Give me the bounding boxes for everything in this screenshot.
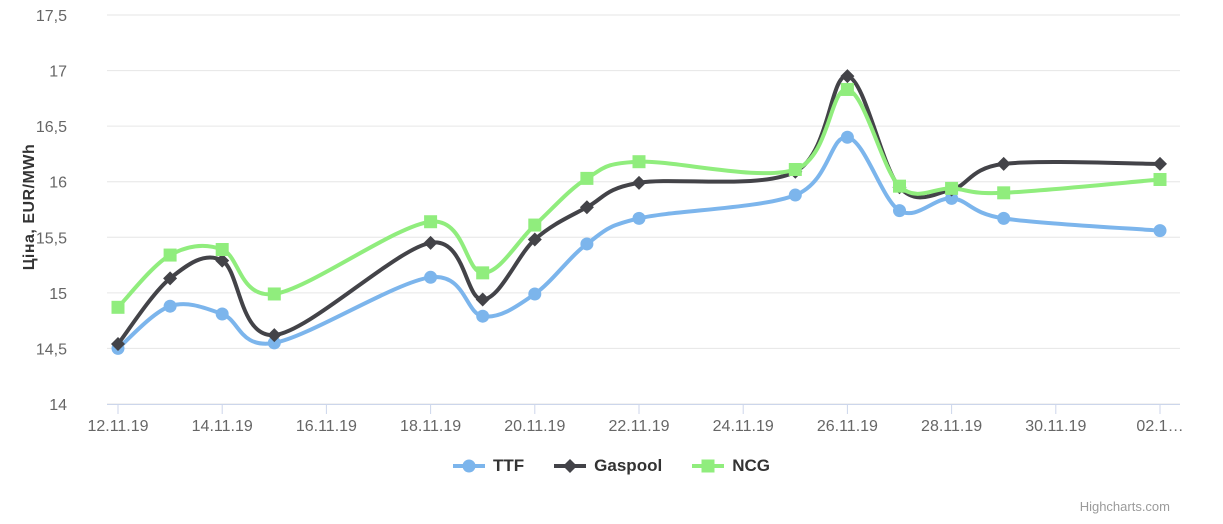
series-line-ttf[interactable] bbox=[116, 135, 1162, 351]
data-point[interactable] bbox=[527, 232, 542, 247]
x-tick-label: 14.11.19 bbox=[192, 418, 253, 435]
y-tick-label: 14 bbox=[49, 397, 67, 414]
data-point[interactable] bbox=[163, 248, 177, 262]
data-point[interactable] bbox=[632, 211, 646, 225]
series-ttf[interactable] bbox=[111, 130, 1167, 355]
data-point[interactable] bbox=[528, 218, 542, 232]
legend-label: Gaspool bbox=[594, 456, 663, 475]
data-point[interactable] bbox=[580, 237, 594, 251]
data-point[interactable] bbox=[267, 287, 281, 301]
series-gaspool[interactable] bbox=[111, 69, 1167, 351]
y-tick-label: 17 bbox=[49, 64, 67, 81]
legend-label: TTF bbox=[493, 456, 525, 475]
legend-item-ncg[interactable]: NCG bbox=[692, 456, 770, 476]
x-tick-label: 22.11.19 bbox=[608, 418, 669, 435]
data-point[interactable] bbox=[528, 287, 542, 301]
x-tick-label: 20.11.19 bbox=[504, 418, 565, 435]
data-point[interactable] bbox=[215, 243, 229, 257]
legend-label: NCG bbox=[732, 456, 770, 475]
data-point[interactable] bbox=[997, 211, 1011, 225]
x-tick-label: 02.1… bbox=[1136, 418, 1183, 435]
data-point[interactable] bbox=[840, 130, 854, 144]
data-point[interactable] bbox=[893, 204, 906, 218]
data-point[interactable] bbox=[215, 307, 229, 321]
x-tick-label: 30.11.19 bbox=[1025, 418, 1086, 435]
data-point[interactable] bbox=[632, 175, 646, 190]
legend-item-ttf[interactable]: TTF bbox=[453, 456, 524, 476]
data-point[interactable] bbox=[632, 155, 646, 169]
x-tick-label: 16.11.19 bbox=[296, 418, 357, 435]
y-tick-label: 15 bbox=[49, 286, 67, 303]
data-point[interactable] bbox=[1153, 224, 1167, 238]
square-legend-marker-icon bbox=[692, 459, 725, 473]
legend: TTF Gaspool NCG bbox=[0, 456, 1223, 476]
x-tick-label: 12.11.19 bbox=[87, 418, 148, 435]
circle-legend-marker-icon bbox=[453, 459, 486, 473]
diamond-legend-marker-icon bbox=[554, 459, 587, 473]
data-point[interactable] bbox=[424, 215, 438, 229]
y-tick-label: 17,5 bbox=[36, 8, 67, 25]
x-tick-label: 24.11.19 bbox=[713, 418, 774, 435]
data-point[interactable] bbox=[997, 186, 1011, 200]
legend-item-gaspool[interactable]: Gaspool bbox=[554, 456, 662, 476]
data-point[interactable] bbox=[215, 253, 230, 268]
data-point[interactable] bbox=[267, 336, 281, 350]
data-point[interactable] bbox=[111, 336, 125, 351]
data-point[interactable] bbox=[111, 300, 125, 314]
data-point[interactable] bbox=[996, 156, 1011, 171]
data-point[interactable] bbox=[579, 200, 594, 215]
data-point[interactable] bbox=[1153, 172, 1167, 186]
data-point[interactable] bbox=[163, 299, 177, 313]
data-point[interactable] bbox=[476, 309, 490, 323]
y-tick-label: 14,5 bbox=[36, 341, 67, 358]
x-tick-label: 28.11.19 bbox=[921, 418, 982, 435]
data-point[interactable] bbox=[945, 191, 959, 205]
data-point[interactable] bbox=[476, 266, 490, 280]
data-point[interactable] bbox=[267, 328, 282, 343]
data-point[interactable] bbox=[840, 69, 855, 84]
series-line-gaspool[interactable] bbox=[116, 74, 1162, 346]
data-point[interactable] bbox=[788, 162, 802, 176]
data-point[interactable] bbox=[423, 235, 438, 250]
data-point[interactable] bbox=[424, 270, 438, 284]
data-point[interactable] bbox=[788, 188, 802, 202]
data-point[interactable] bbox=[893, 179, 906, 193]
data-point[interactable] bbox=[580, 171, 594, 185]
data-point[interactable] bbox=[840, 82, 854, 96]
y-tick-label: 16,5 bbox=[36, 119, 67, 136]
data-point[interactable] bbox=[1153, 156, 1167, 171]
x-tick-label: 18.11.19 bbox=[400, 418, 461, 435]
highcharts-credit-link[interactable]: Highcharts.com bbox=[1079, 499, 1170, 514]
data-point[interactable] bbox=[945, 181, 959, 195]
series-ncg[interactable] bbox=[111, 82, 1167, 314]
data-point[interactable] bbox=[475, 292, 490, 307]
data-point[interactable] bbox=[163, 271, 178, 286]
y-tick-label: 15,5 bbox=[36, 230, 67, 247]
x-tick-label: 26.11.19 bbox=[817, 418, 878, 435]
y-tick-label: 16 bbox=[49, 175, 67, 192]
